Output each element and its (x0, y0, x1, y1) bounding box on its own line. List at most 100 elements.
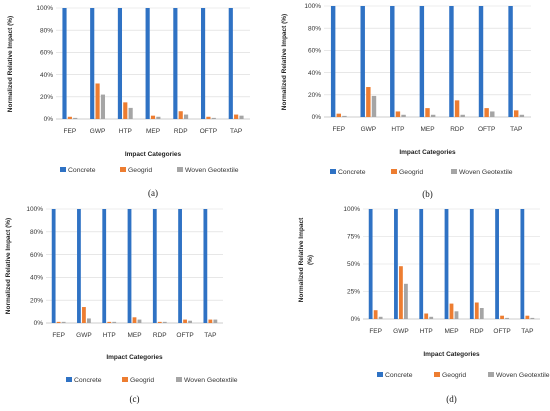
chart-b-bar-woven-geotextile (430, 114, 436, 117)
chart-d-bar-geogrid (500, 315, 504, 319)
chart-a-bar-concrete (200, 8, 206, 119)
chart-b-y-tick-label: 20% (308, 92, 321, 99)
chart-b-bar-concrete (330, 6, 336, 117)
chart-a-x-tick-label: FEP (64, 128, 77, 135)
chart-c-x-tick-label: HTP (103, 332, 116, 339)
chart-d-bar-woven-geotextile (404, 283, 408, 319)
chart-c-y-tick-label: 80% (30, 229, 43, 236)
chart-b-y-axis-title: Normalized Relative Impact (%) (281, 14, 288, 110)
chart-d-bar-woven-geotextile (429, 316, 434, 319)
chart-d-legend-swatch (488, 372, 494, 377)
chart-c-x-axis-title: Impact Categories (106, 354, 163, 361)
chart-d-bar-concrete (469, 209, 474, 319)
chart-c-bar-concrete (203, 209, 208, 323)
chart-c-legend-swatch (176, 377, 182, 382)
chart-d-legend-label: Geogrid (442, 372, 466, 379)
chart-d-svg: 0% 25% 50% 75% 100% FEP GWP HTP MEP RDP OFTP TAP Nor… (298, 206, 550, 404)
chart-c-bar-concrete (178, 209, 182, 323)
chart-panel-a: 0% 20% 40% 60% 80% 100% FEP GWP HTP MEP RDP OFTP TAP… (0, 0, 275, 205)
chart-b-x-tick-label: HTP (391, 126, 404, 133)
chart-c-bar-woven-geotextile (137, 319, 142, 323)
chart-c-bar-woven-geotextile (188, 320, 192, 323)
chart-c-y-tick-label: 40% (30, 275, 43, 282)
chart-d-x-tick-label: RDP (470, 328, 484, 335)
chart-a-x-tick-label: OFTP (200, 128, 217, 135)
chart-b-bar-concrete (478, 6, 484, 117)
chart-d-bar-concrete (495, 209, 499, 319)
chart-d-y-tick-label: 0% (351, 316, 361, 323)
chart-d-x-axis-title: Impact Categories (423, 351, 480, 358)
chart-c-bar-woven-geotextile (162, 321, 167, 323)
chart-c-x-tick-label: MEP (127, 332, 141, 339)
chart-a-legend-label: Geogrid (128, 167, 152, 174)
chart-c-x-tick-label: FEP (52, 332, 65, 339)
chart-b-legend-label: Geogrid (399, 169, 423, 176)
chart-c-x-tick-label: OFTP (176, 332, 193, 339)
chart-a-bar-woven-geotextile (211, 117, 216, 119)
chart-a-legend-swatch (177, 167, 183, 172)
chart-b-bar-geogrid (366, 87, 371, 117)
chart-panel-d: 0% 25% 50% 75% 100% FEP GWP HTP MEP RDP OFTP TAP Nor… (275, 205, 550, 411)
chart-d-bar-woven-geotextile (530, 317, 535, 319)
chart-b-legend-swatch (330, 169, 336, 174)
chart-c-y-axis-title: Normalized Relative Impact (%) (5, 218, 12, 314)
chart-c-bar-geogrid (56, 321, 61, 323)
chart-a-bar-woven-geotextile (183, 114, 189, 119)
chart-b-y-tick-label: 100% (304, 3, 321, 10)
chart-b-bar-woven-geotextile (401, 114, 406, 117)
chart-b-bar-concrete (449, 6, 454, 117)
chart-d-x-tick-label: MEP (444, 328, 458, 335)
chart-b-bar-geogrid (454, 100, 460, 117)
chart-panel-b: 0% 20% 40% 60% 80% 100% FEP GWP HTP MEP RDP OFTP TAP… (275, 0, 550, 205)
chart-a-svg: 0% 20% 40% 60% 80% 100% FEP GWP HTP MEP RDP OFTP TAP… (7, 5, 250, 198)
chart-b-x-tick-label: RDP (450, 126, 464, 133)
chart-a-legend-swatch (120, 167, 126, 172)
chart-b-x-tick-label: OFTP (478, 126, 495, 133)
chart-d-legend-swatch (434, 372, 440, 377)
chart-c-legend-label: Concrete (74, 377, 102, 384)
chart-a-legend-label: Concrete (68, 167, 96, 174)
chart-c-bar-concrete (102, 209, 107, 323)
chart-a-bar-woven-geotextile (128, 107, 133, 119)
chart-c-caption: (c) (130, 394, 140, 404)
chart-c-bar-geogrid (82, 307, 86, 323)
chart-d-bar-woven-geotextile (454, 311, 459, 319)
chart-d-bar-concrete (419, 209, 424, 319)
chart-b-legend-swatch (391, 169, 397, 174)
chart-c-bar-concrete (127, 209, 132, 323)
chart-b-bar-woven-geotextile (519, 114, 525, 117)
chart-b-bar-concrete (419, 6, 425, 117)
chart-b-legend-label: Concrete (338, 169, 366, 176)
chart-d-bar-woven-geotextile (378, 316, 383, 319)
chart-b-svg: 0% 20% 40% 60% 80% 100% FEP GWP HTP MEP RDP OFTP TAP… (281, 3, 531, 199)
chart-a-bar-geogrid (150, 115, 156, 119)
chart-d-legend-label: Woven Geotextile (496, 372, 550, 379)
chart-a-y-tick-label: 100% (36, 5, 53, 12)
chart-b-x-tick-label: FEP (332, 126, 345, 133)
chart-b-bar-geogrid (395, 111, 401, 117)
chart-a-bar-concrete (90, 8, 95, 119)
chart-a-bar-woven-geotextile (156, 116, 161, 119)
chart-d-bar-geogrid (449, 303, 454, 319)
chart-a-legend-swatch (60, 167, 66, 172)
chart-a-x-tick-label: GWP (90, 128, 106, 135)
chart-d-y-axis-title: Normalized Relative Impact (%) (298, 217, 314, 302)
chart-a-bar-geogrid (234, 114, 239, 119)
chart-d-y-tick-label: 100% (343, 206, 360, 213)
chart-b-x-axis-title: Impact Categories (399, 149, 456, 156)
chart-c-bar-concrete (51, 209, 56, 323)
chart-b-bar-geogrid (484, 108, 489, 117)
chart-a-y-tick-label: 20% (40, 94, 53, 101)
chart-c-bar-geogrid (183, 319, 187, 323)
chart-c-bar-geogrid (157, 321, 162, 323)
chart-a-caption: (a) (148, 188, 158, 198)
chart-c-bar-geogrid (107, 321, 112, 323)
chart-d-bar-concrete (520, 209, 525, 319)
chart-b-y-tick-label: 80% (308, 25, 321, 32)
chart-a-y-tick-label: 0% (44, 116, 54, 123)
chart-c-x-tick-label: TAP (204, 332, 216, 339)
chart-d-x-tick-label: HTP (420, 328, 433, 335)
chart-a-y-tick-label: 80% (40, 27, 53, 34)
chart-d-x-tick-label: FEP (369, 328, 382, 335)
chart-c-y-tick-label: 100% (26, 206, 43, 213)
